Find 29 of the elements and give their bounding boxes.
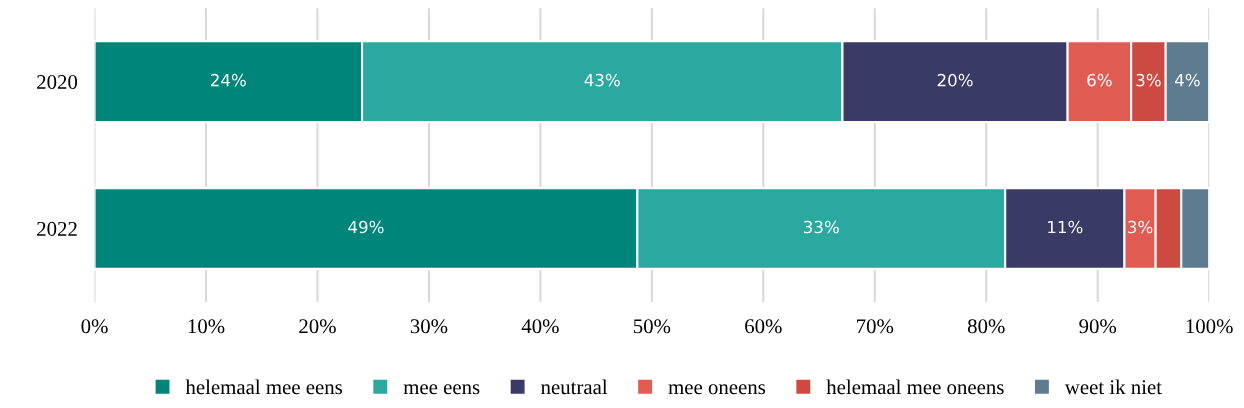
x-tick-label: 10%: [188, 319, 225, 334]
data-label: 20%: [937, 73, 973, 87]
y-tick-label: 2022: [37, 221, 77, 236]
data-label: 6%: [1087, 73, 1112, 87]
x-tick-label: 0%: [81, 319, 108, 334]
y-tick-label: 2020: [37, 74, 78, 90]
x-tick-label: 40%: [521, 319, 559, 334]
x-tick-label: 30%: [410, 319, 448, 334]
legend-label: mee eens: [403, 384, 480, 395]
legend-label: mee oneens: [668, 384, 766, 395]
x-tick-label: 80%: [967, 319, 1005, 334]
x-tick-label: 60%: [745, 319, 782, 334]
legend-label: helemaal mee eens: [185, 379, 343, 395]
data-label: 3%: [1136, 73, 1161, 87]
data-label: 4%: [1175, 73, 1200, 87]
data-label: 3%: [1128, 220, 1153, 234]
x-tick-label: 20%: [299, 319, 336, 334]
data-label: 24%: [211, 73, 246, 87]
data-label: 33%: [804, 220, 839, 234]
legend-label: neutraal: [541, 379, 608, 395]
legend-label: weet ik niet: [1064, 379, 1162, 395]
x-tick-label: 50%: [633, 319, 671, 334]
legend-label: helemaal mee oneens: [826, 379, 1004, 395]
data-label: 43%: [584, 73, 620, 87]
data-label: 49%: [348, 220, 384, 234]
x-tick-label: 100%: [1186, 319, 1233, 334]
x-tick-label: 70%: [857, 319, 894, 334]
x-tick-label: 90%: [1079, 319, 1117, 334]
data-label: 11%: [1048, 220, 1083, 234]
